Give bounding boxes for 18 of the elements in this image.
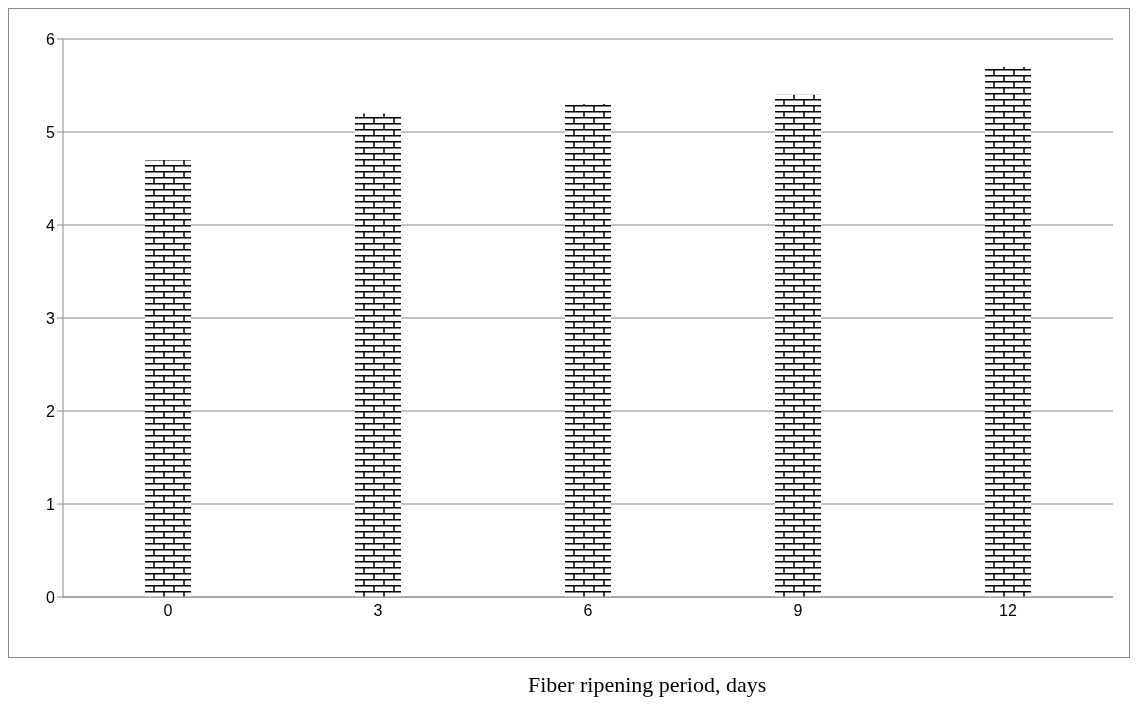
bar bbox=[565, 104, 611, 597]
x-tick-label: 9 bbox=[793, 602, 803, 620]
x-tick-label: 0 bbox=[163, 602, 173, 620]
x-tick-label: 12 bbox=[999, 602, 1017, 620]
y-tick-label: 6 bbox=[46, 30, 56, 48]
x-tick-label: 6 bbox=[583, 602, 593, 620]
y-tick-label: 0 bbox=[46, 588, 56, 606]
y-tick-label: 5 bbox=[46, 123, 56, 141]
y-tick-label: 4 bbox=[46, 216, 56, 234]
x-axis-title: Fiber ripening period, days bbox=[528, 672, 768, 698]
x-tick-label: 3 bbox=[373, 602, 383, 620]
bar bbox=[145, 159, 191, 597]
bar bbox=[355, 113, 401, 597]
y-tick-label: 2 bbox=[46, 402, 56, 420]
bar bbox=[985, 66, 1031, 597]
y-tick-label: 3 bbox=[46, 309, 56, 327]
bar bbox=[775, 94, 821, 597]
y-tick-label: 1 bbox=[46, 495, 56, 513]
